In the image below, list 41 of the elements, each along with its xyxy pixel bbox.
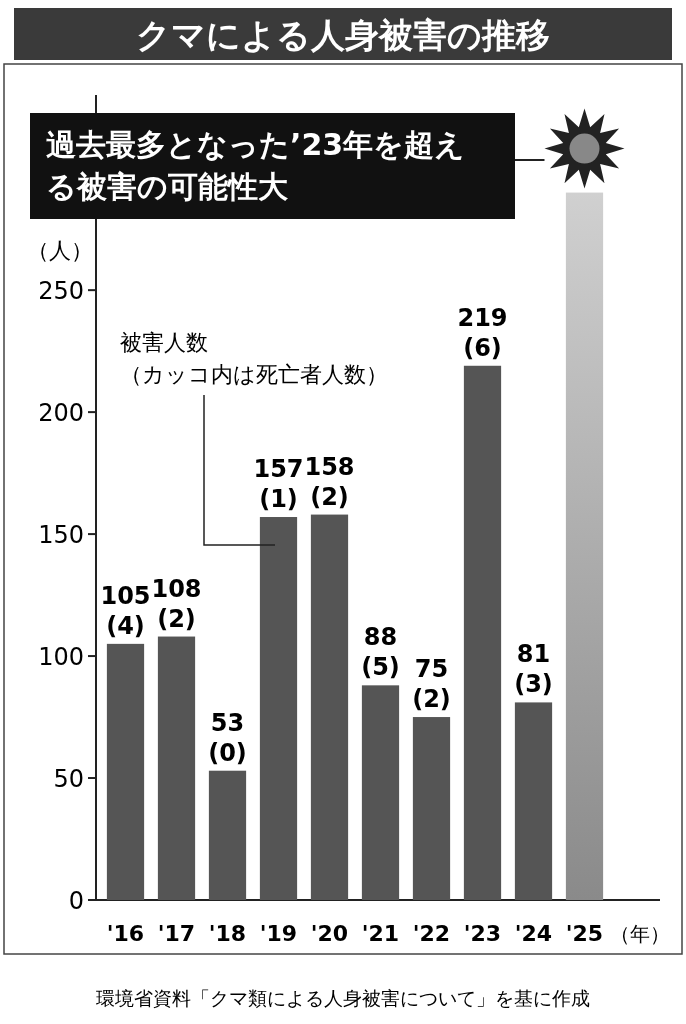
x-tick-label: '24: [514, 921, 553, 946]
data-label: 75 (2): [412, 655, 451, 714]
x-axis-title: （年）: [610, 922, 670, 946]
x-tick-label: '20: [310, 921, 349, 946]
bar: [310, 514, 349, 900]
x-tick-label: '16: [106, 921, 145, 946]
x-tick-label: '17: [157, 921, 196, 946]
data-label: 158 (2): [304, 452, 355, 511]
y-axis-title: （人）: [27, 238, 93, 263]
data-label: 88 (5): [361, 623, 400, 682]
data-label: 53 (0): [208, 708, 247, 767]
bar: [208, 770, 247, 900]
bar: [361, 685, 400, 900]
chart-title: クマによる人身被害の推移: [136, 15, 550, 55]
x-tick-label: '18: [208, 921, 247, 946]
data-label: 157 (1): [253, 455, 304, 514]
text: 環境省資料「クマ類による人身被害について」を基に作成: [96, 987, 590, 1009]
data-label: 81 (3): [514, 640, 553, 699]
bar: [463, 365, 502, 900]
y-tick-label: 100: [38, 643, 84, 672]
y-tick-label: 0: [68, 887, 84, 915]
annotation: 過去最多となった’23年を超える被害の可能性大: [46, 127, 466, 204]
data-label: 219 (6): [457, 303, 508, 362]
x-tick-label: '25: [565, 921, 604, 946]
y-tick-label: 200: [38, 399, 84, 428]
y-tick-label: 150: [38, 521, 84, 550]
y-tick-label: 50: [53, 765, 84, 794]
data-label: 108 (2): [151, 574, 202, 633]
x-tick-label: '19: [259, 921, 298, 946]
bar: [514, 702, 553, 900]
bar: [412, 717, 451, 900]
bar: [157, 636, 196, 900]
x-tick-label: '21: [361, 921, 400, 946]
y-tick-label: 250: [38, 277, 84, 306]
bar: [565, 192, 604, 900]
annotation: 被害人数（カッコ内は死亡者人数）: [120, 330, 388, 387]
bar: [259, 517, 298, 900]
data-label: 105 (4): [100, 581, 151, 640]
x-tick-label: '23: [463, 921, 502, 946]
bar: [106, 643, 145, 900]
x-tick-label: '22: [412, 921, 451, 946]
